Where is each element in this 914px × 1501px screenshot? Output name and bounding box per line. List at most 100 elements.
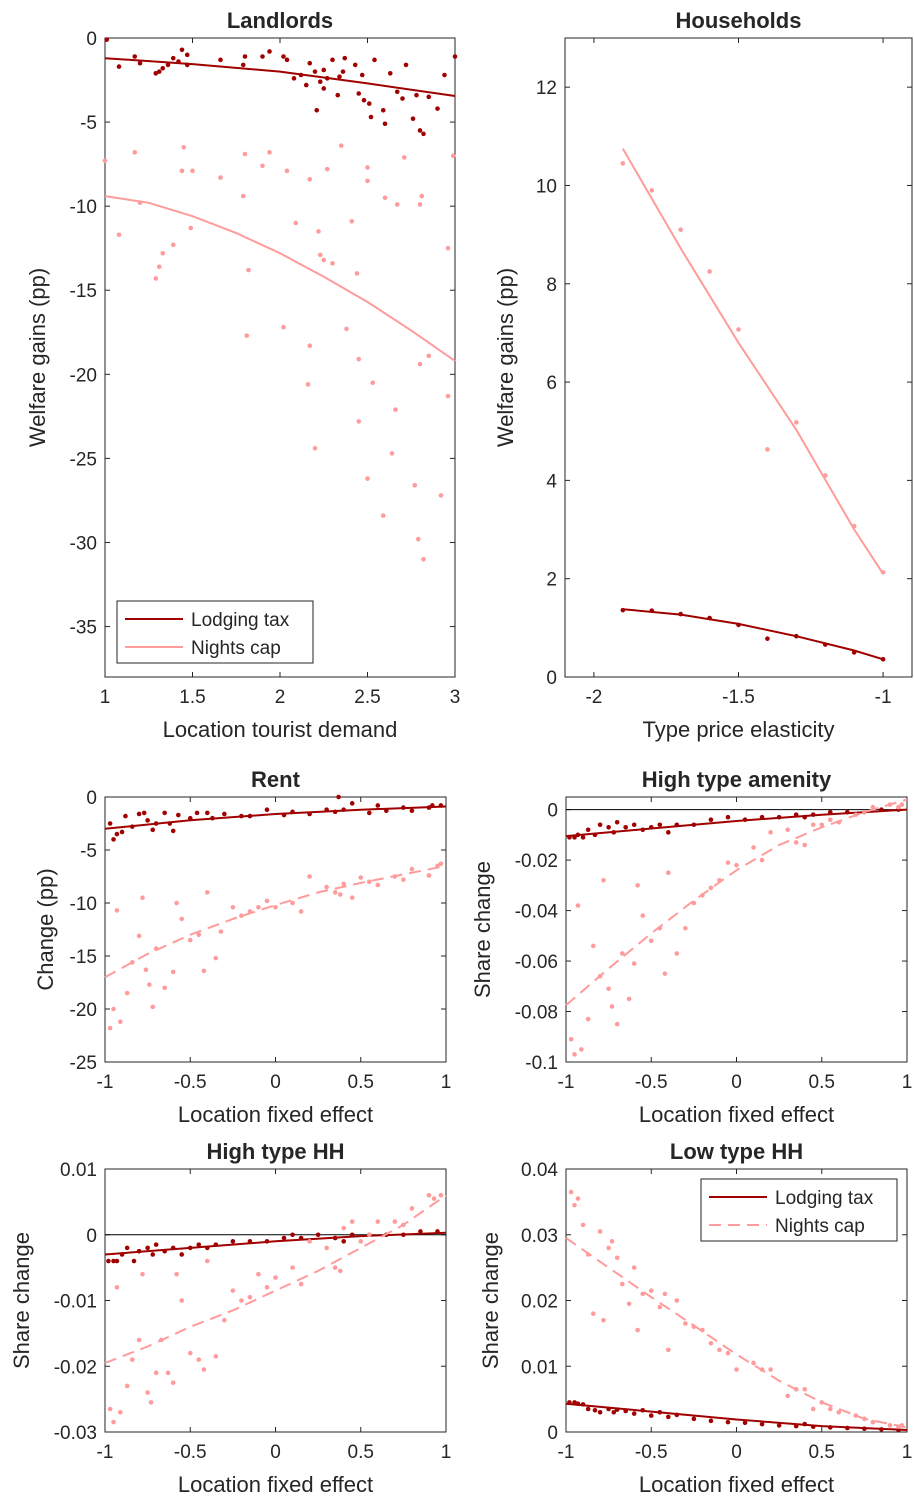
data-point — [403, 62, 409, 68]
data-point — [674, 1298, 680, 1303]
data-point — [196, 1357, 202, 1362]
x-tick-label: 1.5 — [179, 687, 205, 708]
data-point — [340, 69, 346, 74]
data-point — [375, 882, 381, 888]
data-point — [759, 857, 765, 863]
chart-panel-2: -2 -1.5 -1 0 2 4 6 8 10 12 Households Type price el… — [493, 8, 913, 742]
data-point — [742, 1420, 748, 1426]
data-point — [366, 879, 372, 885]
data-point — [810, 822, 816, 828]
data-point — [170, 969, 176, 975]
x-tick-label: -2 — [585, 687, 602, 708]
data-point — [601, 877, 606, 883]
data-point — [284, 57, 290, 63]
data-point — [666, 1347, 671, 1353]
plot-area-frame — [104, 1168, 447, 1433]
data-point — [452, 54, 458, 59]
data-point — [870, 1419, 876, 1425]
series-lodging-tax — [104, 37, 458, 137]
data-point — [190, 168, 195, 174]
fit-line — [622, 608, 884, 661]
y-tick-label: 0.01 — [521, 1357, 558, 1378]
data-point — [380, 513, 386, 518]
data-point — [590, 1311, 596, 1316]
data-point — [150, 1004, 156, 1010]
data-point — [417, 128, 423, 133]
y-tick-label: -0.03 — [54, 1423, 97, 1444]
data-point — [150, 1252, 156, 1257]
data-point — [409, 866, 415, 872]
fit-line — [565, 808, 908, 838]
data-point — [614, 1255, 620, 1261]
y-tick-label: 0.03 — [521, 1226, 558, 1247]
y-tick-label: -25 — [70, 1053, 97, 1074]
data-point — [366, 1232, 372, 1238]
data-point — [725, 1419, 731, 1425]
legend-box — [116, 600, 314, 664]
data-point — [317, 252, 323, 258]
chart-title: Rent — [251, 767, 301, 792]
y-tick-label: -0.1 — [525, 1053, 558, 1074]
data-point — [597, 1409, 603, 1415]
data-point — [187, 937, 193, 943]
data-point — [114, 1285, 120, 1290]
data-point — [187, 1350, 193, 1356]
data-point — [184, 52, 190, 58]
data-point — [174, 900, 179, 906]
data-point — [410, 116, 416, 122]
data-point — [307, 343, 313, 349]
data-point — [631, 1411, 637, 1416]
data-point — [179, 1298, 185, 1303]
data-point — [568, 1036, 574, 1042]
data-point — [708, 1418, 714, 1424]
data-point — [768, 830, 773, 835]
x-axis-label: Location fixed effect — [178, 1472, 373, 1497]
data-point — [734, 1367, 739, 1372]
data-point — [393, 407, 398, 412]
data-point — [132, 150, 138, 155]
legend-label: Lodging tax — [775, 1188, 874, 1209]
y-tick-label: 0 — [86, 788, 97, 809]
y-tick-label: -0.02 — [515, 851, 558, 872]
data-point — [305, 382, 311, 387]
data-point — [321, 257, 327, 263]
data-point — [708, 817, 714, 823]
x-tick-label: 0 — [731, 1072, 742, 1093]
data-point — [648, 938, 654, 944]
data-point — [324, 1245, 329, 1251]
y-tick-label: -10 — [70, 894, 97, 915]
data-point — [260, 54, 265, 59]
data-point — [240, 193, 246, 199]
data-point — [631, 1265, 637, 1270]
data-point — [862, 809, 867, 815]
data-point — [176, 812, 181, 818]
data-point — [623, 824, 628, 830]
plot-area-frame — [104, 37, 456, 678]
data-point — [419, 193, 425, 199]
data-point — [201, 1367, 207, 1372]
data-point — [162, 985, 167, 991]
x-tick-label: -1 — [558, 1072, 575, 1093]
data-point — [264, 1285, 270, 1290]
data-point — [205, 810, 210, 816]
data-point — [349, 218, 355, 224]
data-point — [579, 1047, 584, 1052]
data-point — [438, 493, 444, 498]
data-point — [648, 1288, 654, 1293]
data-point — [147, 982, 152, 987]
data-point — [116, 64, 122, 69]
data-point — [802, 1386, 807, 1392]
data-point — [281, 54, 286, 59]
y-tick-label: -0.01 — [54, 1292, 97, 1313]
data-point — [435, 106, 440, 111]
data-point — [267, 49, 272, 54]
data-point — [140, 1271, 145, 1277]
data-point — [114, 908, 120, 913]
y-tick-label: -10 — [70, 197, 97, 218]
y-tick-label: 0.02 — [521, 1292, 558, 1313]
data-point — [153, 1242, 159, 1247]
plot-area-frame — [564, 37, 913, 678]
series-nights-cap — [104, 861, 447, 1031]
y-tick-label: 6 — [546, 373, 557, 394]
